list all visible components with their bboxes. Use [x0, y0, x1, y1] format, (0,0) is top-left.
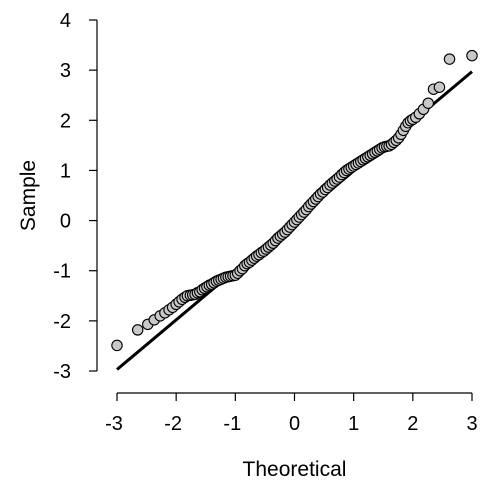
data-point: [466, 49, 478, 62]
x-tick-label: -2: [164, 413, 182, 435]
y-tick-label: 4: [60, 10, 71, 32]
x-tick-label: -1: [223, 413, 241, 435]
data-point: [111, 339, 123, 352]
y-tick-label: -1: [53, 261, 71, 283]
data-point: [443, 53, 456, 65]
y-tick-label: 0: [60, 211, 71, 233]
x-tick-label: -3: [105, 413, 123, 435]
x-tick-label: 3: [466, 413, 477, 435]
data-point: [422, 97, 434, 109]
x-axis-title: Theoretical: [243, 458, 347, 481]
y-axis-title: Sample: [17, 160, 40, 231]
x-tick-label: 0: [289, 413, 300, 435]
data-point: [131, 324, 144, 336]
y-tick-label: 1: [60, 160, 71, 182]
axes: -3 -2 -1 0 1 2 3 4 -3 -2 -1 0 1 2 3: [53, 10, 477, 435]
points-group: [111, 49, 478, 352]
data-point: [433, 81, 446, 93]
y-tick-label: -3: [53, 361, 71, 383]
y-tick-label: 2: [60, 110, 71, 132]
y-tick-label: -2: [53, 311, 71, 333]
x-tick-label: 1: [348, 413, 359, 435]
x-tick-label: 2: [407, 413, 418, 435]
y-tick-label: 3: [60, 60, 71, 82]
